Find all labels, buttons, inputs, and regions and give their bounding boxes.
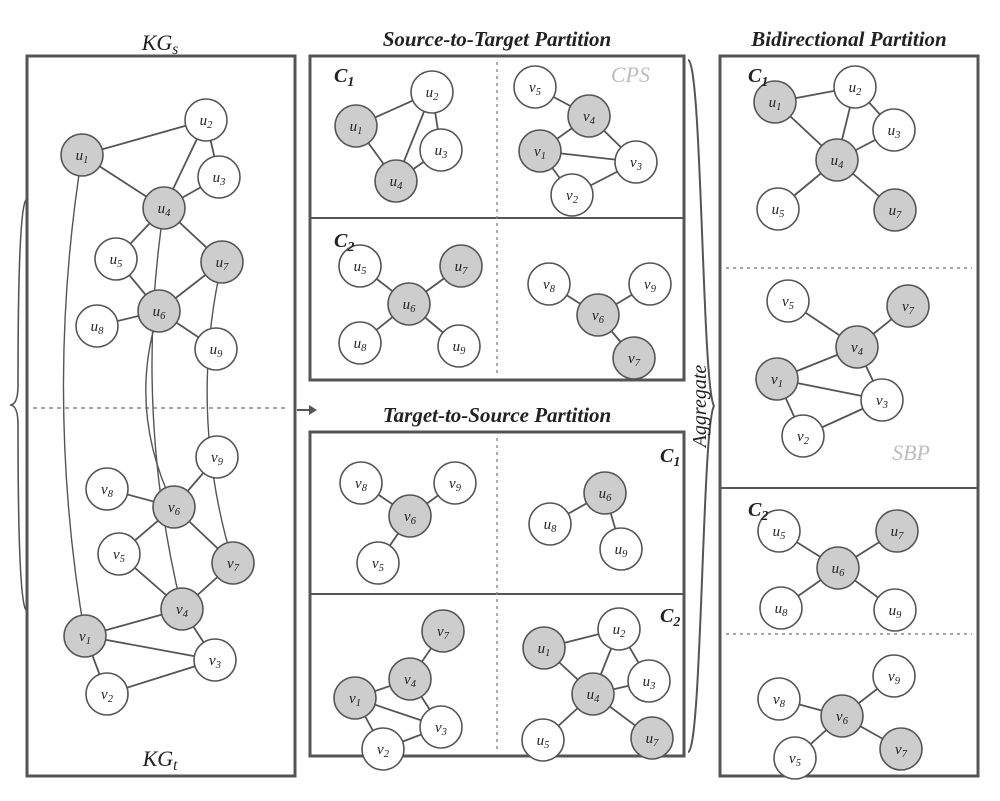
svg-text:SBP: SBP <box>892 440 930 465</box>
svg-text:Bidirectional Partition: Bidirectional Partition <box>750 27 946 51</box>
diagram-canvas: u1u2u3u4u5u6u7u8u9v9v8v6v5v7v4v1v3v2u1u2… <box>0 0 1000 801</box>
svg-text:Source-to-Target Partition: Source-to-Target Partition <box>383 27 612 51</box>
svg-text:KGt: KGt <box>142 746 179 774</box>
svg-text:Aggregate: Aggregate <box>689 365 711 450</box>
svg-text:CPS: CPS <box>611 62 650 87</box>
svg-text:Target-to-Source Partition: Target-to-Source Partition <box>383 403 612 427</box>
